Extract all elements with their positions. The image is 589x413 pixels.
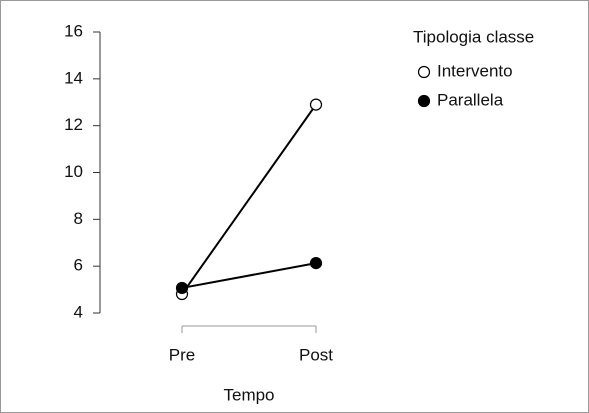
data-point	[309, 257, 323, 270]
y-tick-label: 10	[64, 162, 83, 181]
series-line	[181, 262, 317, 289]
y-tick-label: 12	[64, 115, 83, 134]
legend-label: Parallela	[437, 90, 504, 109]
y-tick-label: 8	[74, 209, 83, 228]
y-tick-label: 4	[74, 302, 83, 321]
data-point	[309, 98, 323, 111]
legend-label: Intervento	[437, 61, 513, 80]
y-tick-label: 16	[64, 21, 83, 40]
legend-marker	[417, 65, 431, 79]
series-line	[181, 104, 317, 295]
legend-marker	[417, 94, 431, 108]
x-tick-label: Post	[299, 345, 333, 364]
x-axis-label: Tempo	[223, 385, 274, 404]
x-tick-label: Pre	[169, 345, 195, 364]
data-point	[175, 281, 189, 295]
legend-title: Tipologia classe	[413, 27, 534, 46]
y-tick-label: 14	[64, 68, 83, 87]
y-tick-label: 6	[74, 256, 83, 275]
